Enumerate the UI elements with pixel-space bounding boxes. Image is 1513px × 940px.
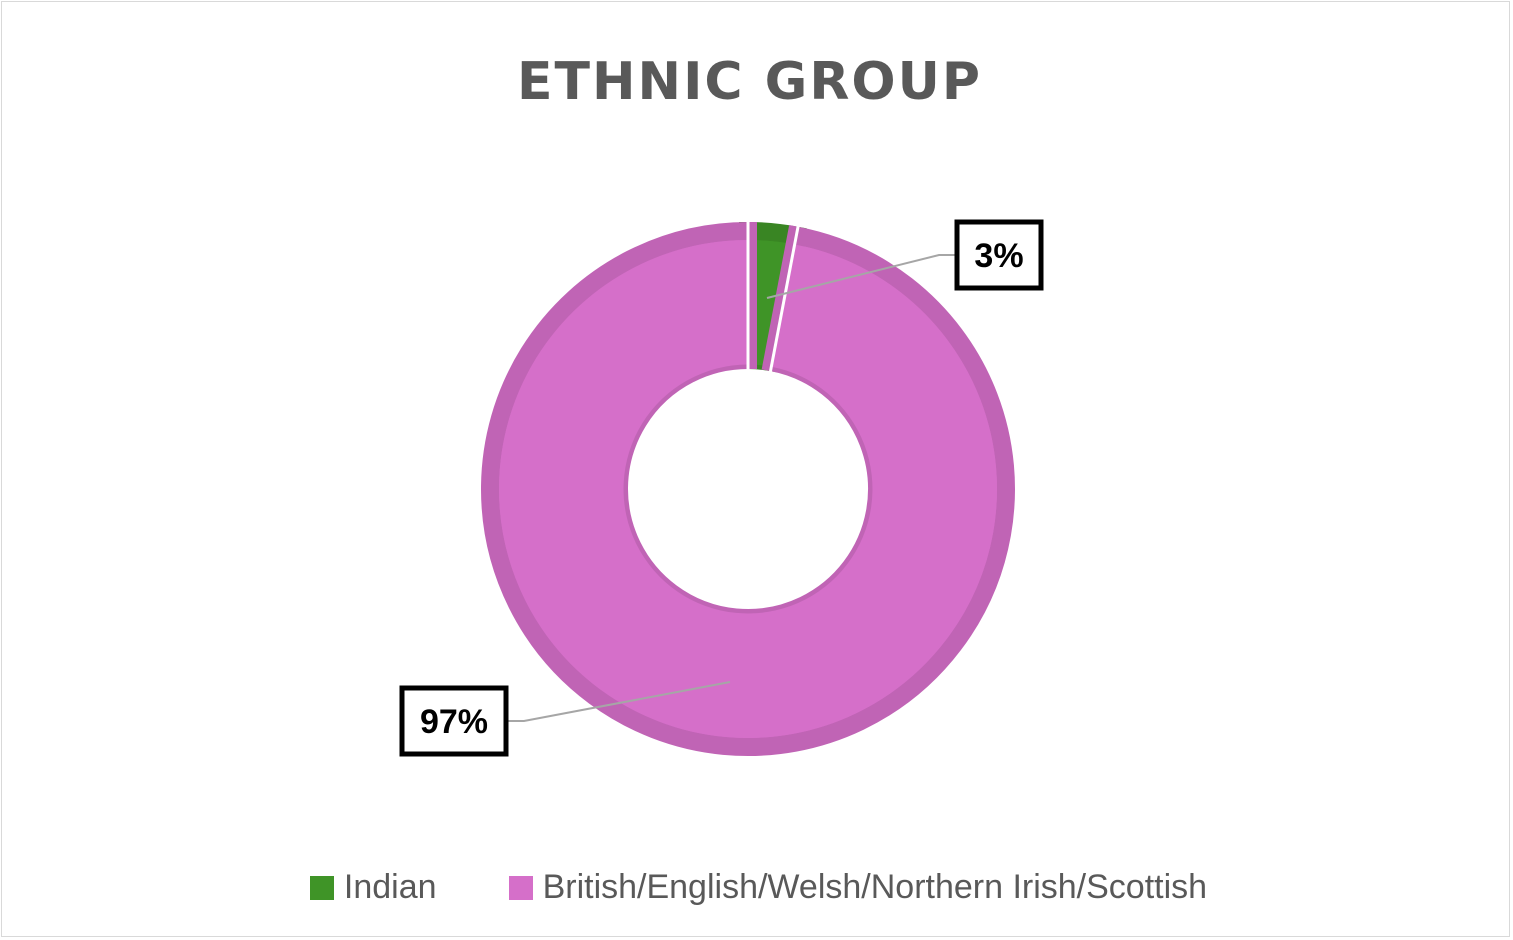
data-label-indian: 3%	[974, 237, 1023, 275]
legend-item-indian: Indian	[309, 868, 437, 907]
legend-swatch-british	[508, 875, 533, 900]
legend-label-indian: Indian	[343, 868, 437, 906]
data-label-british: 97%	[420, 703, 488, 741]
leader-line-1	[506, 681, 731, 722]
data-label-indian-box	[954, 219, 1044, 291]
chart-title: ETHNIC GROUP	[517, 52, 982, 112]
data-label-british-box	[399, 685, 509, 757]
leader-line-0	[766, 254, 957, 299]
slice-british-fill	[499, 240, 997, 738]
legend-label-british: British/English/Welsh/Northern Irish/Sco…	[542, 868, 1208, 906]
chart-legend: Indian British/English/Welsh/Northern Ir…	[2, 868, 1513, 907]
legend-item-british: British/English/Welsh/Northern Irish/Sco…	[508, 868, 1208, 907]
slice-separator-1	[768, 225, 800, 373]
legend-swatch-indian	[309, 875, 334, 900]
